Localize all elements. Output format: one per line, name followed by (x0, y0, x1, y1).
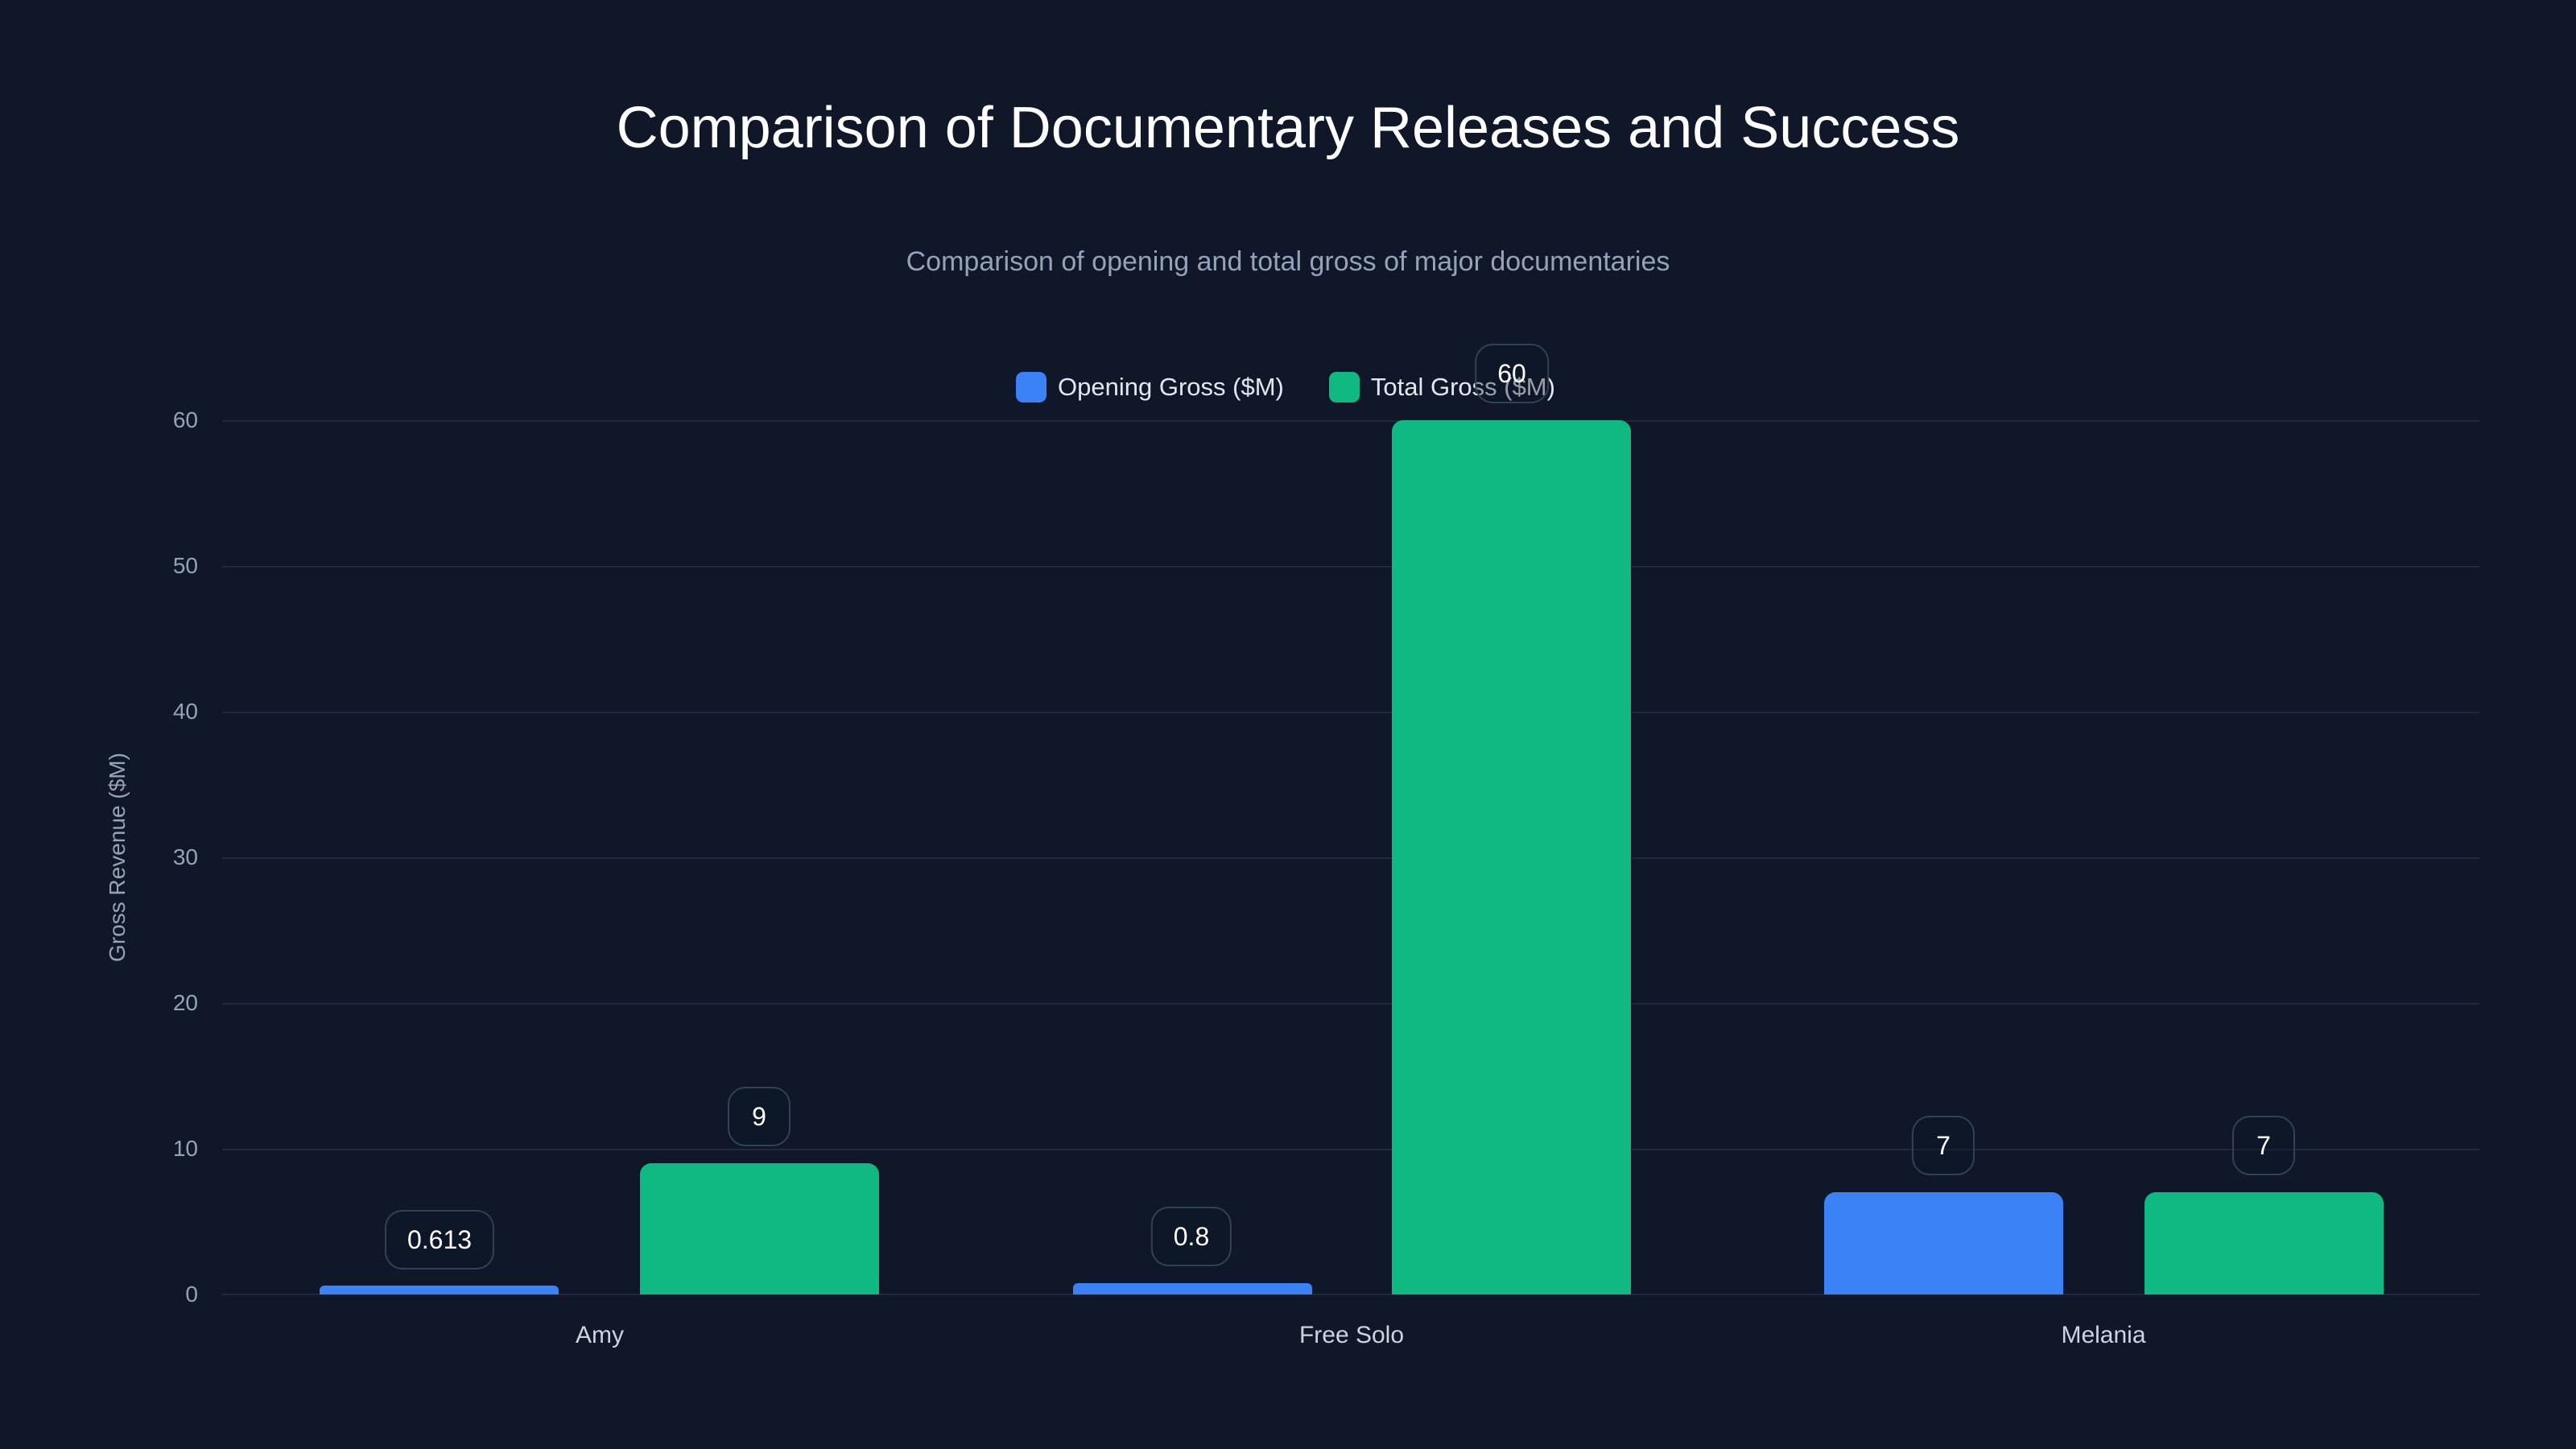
data-label-amy-opening: 0.613 (384, 1210, 495, 1269)
y-tick: 30 (172, 844, 198, 869)
data-label-melania-total: 7 (2232, 1116, 2295, 1175)
x-tick-free-solo: Free Solo (1298, 1322, 1405, 1348)
gridline (222, 566, 2479, 568)
bar-amy-opening[interactable] (320, 1286, 559, 1294)
bar-melania-opening[interactable] (1824, 1192, 2063, 1294)
data-label-freesolo-total: 60 (1475, 344, 1549, 403)
y-tick: 40 (172, 699, 198, 724)
bar-freesolo-total[interactable] (1392, 420, 1631, 1294)
y-tick: 0 (185, 1282, 198, 1307)
gridline (222, 420, 2479, 422)
x-tick-melania: Melania (2061, 1322, 2146, 1348)
bar-amy-total[interactable] (640, 1163, 879, 1294)
legend: Opening Gross ($M) Total Gross ($M) (0, 372, 2574, 402)
gridline (222, 1149, 2479, 1150)
chart-subtitle: Comparison of opening and total gross of… (906, 246, 1670, 277)
y-tick: 60 (172, 407, 198, 432)
gridline (222, 712, 2479, 713)
x-tick-amy: Amy (576, 1322, 624, 1348)
legend-item-opening-gross[interactable]: Opening Gross ($M) (1016, 372, 1284, 402)
y-tick: 50 (172, 553, 198, 578)
plot-area (222, 420, 2479, 1295)
y-tick: 20 (172, 990, 198, 1015)
bar-freesolo-opening[interactable] (1073, 1283, 1312, 1294)
gridline (222, 857, 2479, 859)
data-label-melania-opening: 7 (1912, 1116, 1975, 1175)
chart-title: Comparison of Documentary Releases and S… (616, 96, 1960, 160)
y-tick: 10 (172, 1136, 198, 1161)
bar-melania-total[interactable] (2145, 1192, 2384, 1294)
gridline (222, 1003, 2479, 1005)
legend-item-total-gross[interactable]: Total Gross ($M) (1328, 372, 1555, 402)
data-label-freesolo-opening: 0.8 (1150, 1207, 1232, 1266)
legend-label: Total Gross ($M) (1370, 373, 1555, 401)
legend-label: Opening Gross ($M) (1058, 373, 1284, 401)
legend-swatch-total-icon (1328, 372, 1360, 402)
legend-swatch-opening-icon (1016, 372, 1047, 402)
x-axis-baseline (222, 1294, 2479, 1295)
data-label-amy-total: 9 (728, 1087, 791, 1146)
